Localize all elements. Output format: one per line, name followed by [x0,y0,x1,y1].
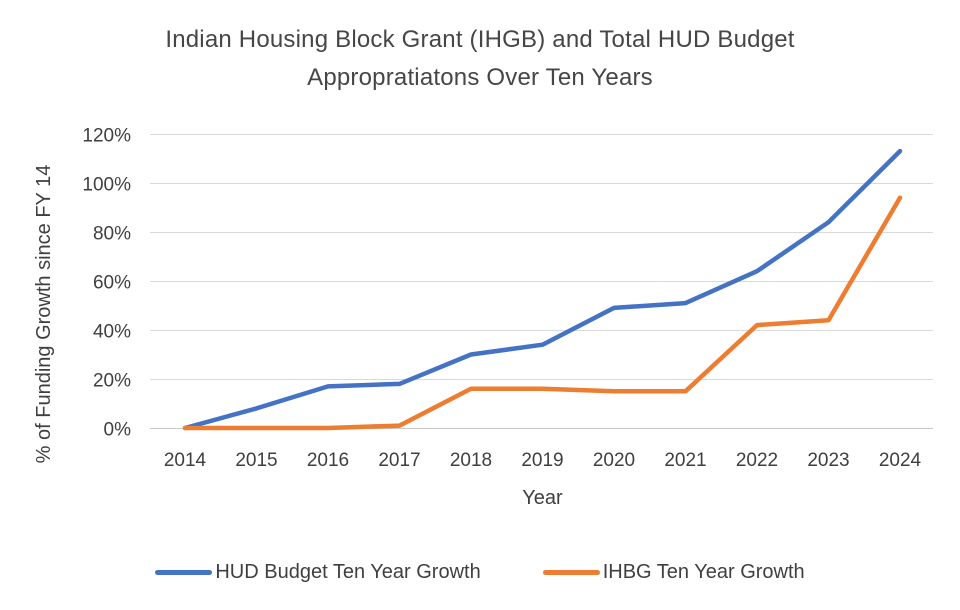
y-tick-label: 20% [93,371,131,392]
x-tick-label: 2023 [807,450,849,471]
x-tick-label: 2017 [378,450,420,471]
x-tick-label: 2016 [307,450,349,471]
chart-title-line1: Indian Housing Block Grant (IHGB) and To… [165,26,795,53]
legend-swatch-ihbg [542,570,600,575]
series-line-ihbg [182,195,903,431]
series-line-hud-budget [182,148,903,431]
chart-title: Indian Housing Block Grant (IHGB) and To… [0,21,960,97]
legend-swatch-hud-budget [155,570,213,575]
y-tick-label: 40% [93,322,131,343]
chart-title-line2: Appropratiatons Over Ten Years [307,64,653,91]
legend-label-hud-budget: HUD Budget Ten Year Growth [215,561,481,583]
legend: HUD Budget Ten Year Growth IHBG Ten Year… [0,561,960,584]
x-tick-label: 2020 [593,450,635,471]
x-tick-label: 2015 [235,450,277,471]
y-tick-label: 100% [82,175,131,196]
x-tick-label: 2014 [164,450,207,471]
x-tick-label: 2019 [521,450,563,471]
y-tick-label: 120% [82,126,131,147]
x-tick-label: 2024 [879,450,922,471]
x-axis-title: Year [522,487,563,509]
y-tick-label: 0% [104,420,132,441]
x-tick-label: 2018 [450,450,492,471]
legend-item-hud-budget: HUD Budget Ten Year Growth [155,561,481,584]
y-tick-label: 80% [93,224,131,245]
legend-item-ihbg: IHBG Ten Year Growth [542,561,805,584]
x-tick-label: 2021 [664,450,706,471]
y-tick-label: 60% [93,273,131,294]
legend-label-ihbg: IHBG Ten Year Growth [602,561,805,583]
x-tick-label: 2022 [736,450,778,471]
